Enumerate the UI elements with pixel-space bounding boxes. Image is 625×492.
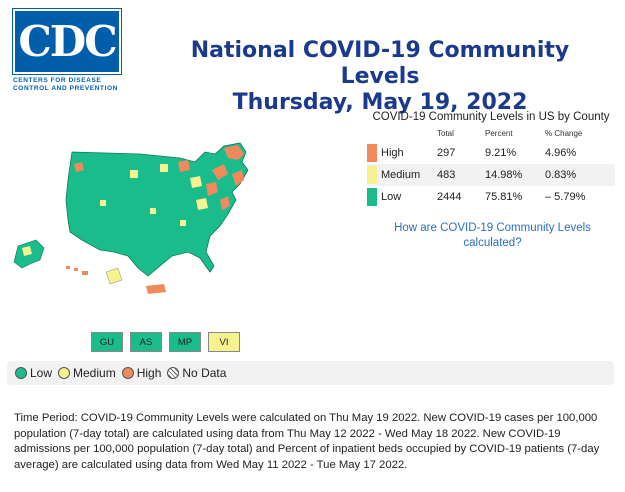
low-swatch-icon [367,188,377,206]
table-header-change: % Change [545,129,583,138]
legend-item-low: Low [15,366,52,380]
table-header-percent: Percent [485,129,513,138]
table-cell-total: 297 [437,147,456,159]
table-cell-total: 2444 [437,191,462,203]
cdc-logo: CDC CENTERS FOR DISEASE CONTROL AND PREV… [12,8,123,93]
legend-item-no-data: No Data [167,366,226,380]
table-header-level [367,127,437,142]
table-cell-level: High [367,142,437,164]
territory-boxes: GU AS MP VI [91,332,240,352]
continental-us-shape [65,142,249,277]
medium-swatch-icon [367,166,377,184]
levels-table: Total Percent % Change High 297 9.21% 4.… [367,127,615,208]
level-label: High [381,146,404,159]
legend-item-high: High [121,366,162,380]
medium-level-counties [100,164,208,226]
territory-as[interactable]: AS [130,332,162,352]
territory-label: VI [219,336,229,348]
territory-label: GU [99,336,115,348]
table-cell-level: Medium [367,164,437,186]
cdc-logo-subtitle-line2: CONTROL AND PREVENTION [13,85,118,92]
legend-label: Medium [73,366,116,380]
community-levels-table: COVID-19 Community Levels in US by Count… [367,111,615,208]
legend-label: High [136,366,162,380]
puerto-rico-shape [146,284,166,294]
table-row-high: High 297 9.21% 4.96% [367,142,615,164]
medium-swatch-icon [58,367,71,379]
table-cell-percent: 75.81% [485,191,523,203]
time-period-note: Time Period: COVID-19 Community Levels w… [14,412,600,471]
table-cell-total: 483 [437,164,485,186]
table-row-medium: Medium 483 14.98% 0.83% [367,164,615,186]
table-cell-level: Low [367,186,437,208]
high-swatch-icon [367,144,377,162]
territory-label: AS [139,336,153,348]
territory-vi[interactable]: VI [208,332,240,352]
page-title: National COVID-19 Community Levels Thurs… [150,38,610,116]
cdc-logo-mark: CDC [12,8,122,75]
legend-label: No Data [182,366,227,380]
territory-gu[interactable]: GU [91,332,123,352]
table-header-total: Total [437,129,454,138]
territory-label: MP [177,336,193,348]
legend-label: Low [30,366,53,380]
table-cell-percent: 14.98% [485,164,545,186]
cdc-logo-subtitle: CENTERS FOR DISEASE CONTROL AND PREVENTI… [13,77,123,93]
cdc-logo-subtitle-line1: CENTERS FOR DISEASE [13,77,102,84]
levels-calculation-link[interactable]: How are COVID-19 Community Levels calcul… [380,221,605,251]
high-swatch-icon [121,367,134,379]
link-line1: How are COVID-19 Community Levels [394,222,591,234]
page-title-line1: National COVID-19 Community Levels [190,38,570,89]
pacific-island-shape [105,267,123,285]
page-title-date: Thursday, May 19, 2022 [232,90,528,115]
level-label: Low [381,190,402,203]
territory-mp[interactable]: MP [169,332,201,352]
map-legend: Low Medium High No Data [7,361,614,385]
table-cell-change: 0.83% [545,164,615,186]
table-header-row: Total Percent % Change [367,127,615,142]
table-cell-change: – 5.79% [545,191,586,203]
high-level-counties [74,145,244,210]
link-line2: calculated? [463,237,522,249]
legend-item-medium: Medium [58,366,116,380]
us-county-map[interactable] [10,140,250,300]
hawaii-shape [66,266,88,275]
level-label: Medium [381,168,421,181]
table-cell-percent: 9.21% [485,147,517,159]
table-title: COVID-19 Community Levels in US by Count… [372,111,610,123]
table-cell-change: 4.96% [545,147,577,159]
low-swatch-icon [15,367,27,379]
no-data-swatch-icon [167,367,180,379]
table-row-low: Low 2444 75.81% – 5.79% [367,186,615,208]
